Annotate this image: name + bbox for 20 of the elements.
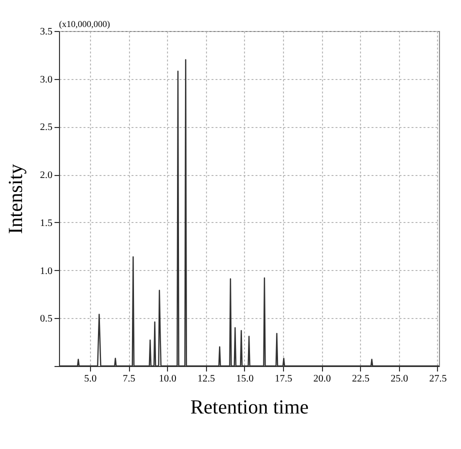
x-tick-label: 10.0 — [158, 374, 176, 384]
x-tick-label: 27.5 — [429, 374, 447, 384]
x-tick-label: 25.0 — [390, 374, 408, 384]
y-tick-label: 3.5 — [40, 26, 52, 38]
x-tick-label: 5.0 — [84, 374, 97, 384]
y-tick-label: 2.5 — [40, 122, 52, 134]
y-tick-label: 0.5 — [40, 314, 52, 325]
y-axis-title: Intensity — [5, 164, 27, 234]
x-tick-label: 17.5 — [274, 374, 292, 384]
y-tick-label: 1.0 — [40, 266, 52, 277]
x-tick-label: 12.5 — [198, 374, 215, 384]
x-tick-label: 15.0 — [236, 374, 254, 384]
x-tick-label: 20.0 — [313, 374, 331, 384]
y-tick-label: 3.0 — [40, 74, 52, 86]
y-tick-label: 2.0 — [40, 170, 52, 182]
x-tick-label: 22.5 — [352, 374, 370, 384]
x-axis-title: Retention time — [190, 396, 309, 418]
x-tick-label: 7.5 — [122, 374, 136, 384]
y-tick-label: 1.5 — [40, 218, 52, 229]
text: (x10,000,000) — [59, 19, 110, 29]
